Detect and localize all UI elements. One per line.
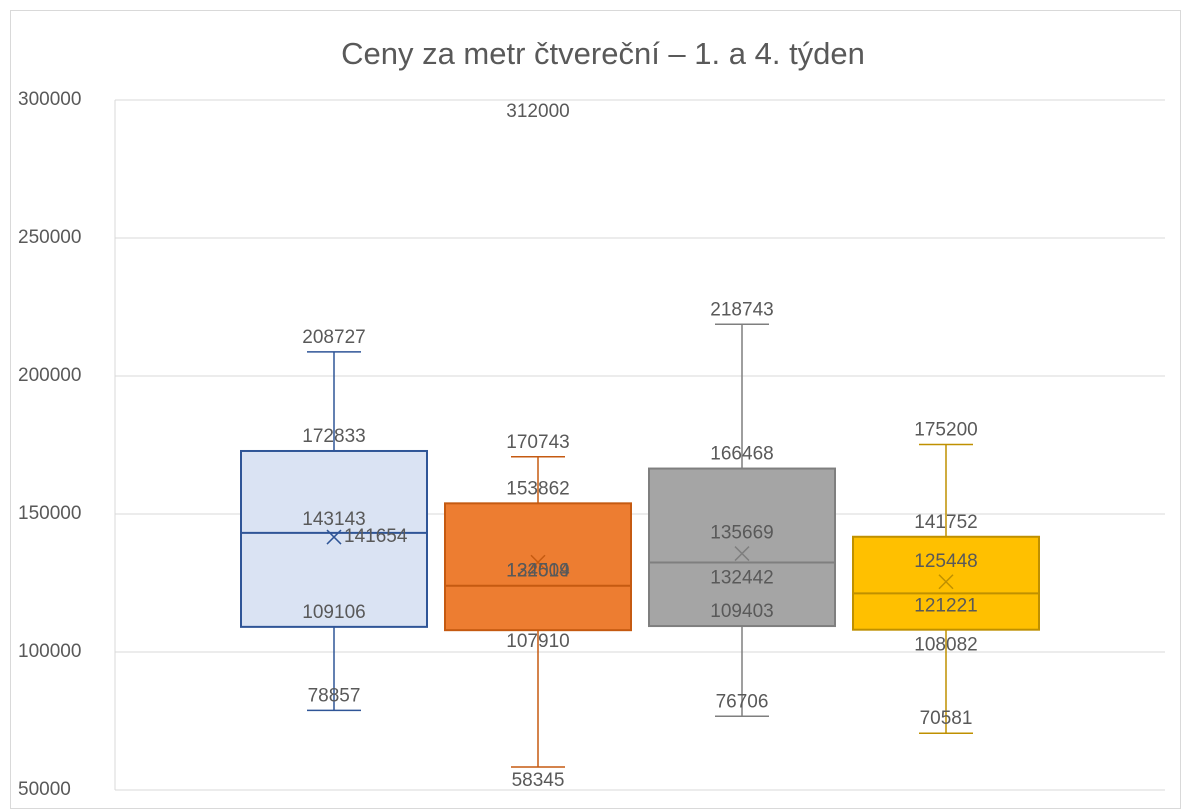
data-label: 132509 xyxy=(506,560,569,581)
data-label: 132442 xyxy=(710,567,773,588)
data-label: 172833 xyxy=(302,426,365,447)
data-label: 208727 xyxy=(302,327,365,348)
data-label: 135669 xyxy=(710,523,773,544)
chart-title: Ceny za metr čtvereční – 1. a 4. týden xyxy=(341,36,865,71)
data-label: 153862 xyxy=(506,478,569,499)
y-tick-label: 250000 xyxy=(18,227,81,248)
data-label: 121221 xyxy=(914,595,977,616)
data-label: 166468 xyxy=(710,444,773,465)
mean-marker xyxy=(938,574,954,590)
data-label: 58345 xyxy=(512,770,565,791)
box xyxy=(648,467,836,628)
data-label: 109106 xyxy=(302,602,365,623)
data-label: 70581 xyxy=(920,708,973,729)
y-tick-label: 200000 xyxy=(18,365,81,386)
y-tick-label: 50000 xyxy=(18,779,71,800)
y-tick-label: 300000 xyxy=(18,89,81,110)
mean-marker xyxy=(530,554,546,570)
data-label: 108082 xyxy=(914,635,977,656)
outlier-label: 312000 xyxy=(506,101,569,122)
y-tick-label: 100000 xyxy=(18,641,81,662)
data-label: 109403 xyxy=(710,601,773,622)
box xyxy=(444,502,632,632)
data-label: 170743 xyxy=(506,432,569,453)
data-label: 76706 xyxy=(716,691,769,712)
box xyxy=(852,535,1040,631)
data-label: 141654 xyxy=(344,526,408,547)
data-label: 124014 xyxy=(506,561,570,582)
y-tick-label: 150000 xyxy=(18,503,81,524)
box xyxy=(240,449,428,628)
mean-marker xyxy=(326,529,342,545)
data-label: 175200 xyxy=(914,419,977,440)
data-label: 143143 xyxy=(302,509,365,530)
data-label: 218743 xyxy=(710,299,773,320)
data-label: 107910 xyxy=(506,631,569,652)
data-label: 78857 xyxy=(308,685,361,706)
data-label: 125448 xyxy=(914,551,977,572)
mean-marker xyxy=(734,546,750,562)
data-label: 141752 xyxy=(914,512,977,533)
chart-border xyxy=(10,10,1181,809)
